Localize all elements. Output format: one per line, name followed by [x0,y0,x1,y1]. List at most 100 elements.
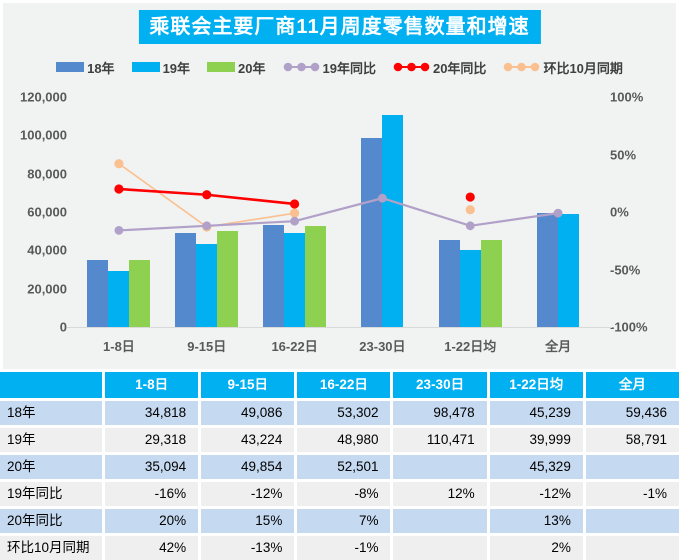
legend-dot [407,62,416,72]
legend-item: 19年 [131,58,191,77]
table-value-cell [393,509,487,533]
table-header-cell: 全月 [585,372,679,398]
bar-20年-1-8日 [129,259,151,327]
table-value-cell: 2% [489,536,583,560]
bar-19年-全月 [558,214,580,327]
table-value-cell: 53,302 [297,401,391,425]
y-left-tick-label: 20,000 [27,281,67,297]
table-value-cell: 45,239 [489,401,583,425]
y-axis-right: 100% 50% 0% -50% -100% [610,3,674,369]
page: { "title": "乘联会主要厂商11月周度零售数量和增速", "color… [0,3,679,560]
legend-dot [504,62,513,72]
table-value-cell [393,455,487,479]
x-axis-label: 9-15日 [187,339,227,354]
legend-swatch-1 [56,62,85,72]
chart-title: 乘联会主要厂商11月周度零售数量和增速 [138,10,541,44]
bar-18年-全月 [537,213,559,327]
bar-18年-23-30日 [361,138,383,327]
bar-19年-1-8日 [108,270,130,327]
chart-panel: 乘联会主要厂商11月周度零售数量和增速 18年 19年 20年 19年同比 20年同比 环… [3,3,676,369]
table-value-cell: 49,086 [201,401,295,425]
y-left-tick-label: 100,000 [20,127,67,143]
legend-label: 19年 [162,60,191,76]
legend-swatch-3 [207,62,236,72]
trend-dot-19年同比 [465,221,475,231]
table-value-cell: 52,501 [297,455,391,479]
table-value-cell: 43,224 [201,428,295,452]
y-axis-left: 120,000 100,000 80,000 60,000 40,000 20,000 0 [3,3,67,369]
y-right-tick-label: 0% [610,204,629,220]
table-value-cell: -16% [105,482,199,506]
trend-dot-20年同比 [289,199,300,209]
legend-item: 19年同比 [283,58,376,77]
table-value-cell: -13% [201,536,295,560]
bar-18年-1-8日 [87,260,109,327]
table-value-cell: 20% [105,509,199,533]
trend-dot-19年同比 [202,221,212,231]
x-axis-label: 1-22日均 [444,339,497,354]
table-header-cell: 16-22日 [297,372,391,398]
table-row-label: 19年 [0,428,102,452]
legend-dot [393,62,403,72]
y-right-tick-label: 100% [610,89,644,105]
table-row-label: 20年 [0,455,102,479]
bar-19年-23-30日 [382,115,404,327]
y-right-tick-label: -100% [610,319,648,335]
x-axis-label: 全月 [545,339,572,354]
bar-18年-1-22日均 [438,240,460,327]
y-right-tick-label: 50% [610,147,637,162]
table-value-cell: 98,478 [393,401,487,425]
trend-line-19年同比 [118,197,559,232]
table-value-cell: -8% [297,482,391,506]
legend-label: 20年同比 [432,60,487,76]
table-value-cell: 35,094 [105,455,199,479]
table-header-cell: 1-22日均 [489,372,583,398]
trend-dot-19年同比 [290,216,299,226]
legend-item: 环比10月同期 [503,58,623,77]
trend-line-环比10月同期 [118,163,295,228]
legend-dot [517,62,527,72]
legend-swatch-2 [131,62,160,72]
table-value-cell: 110,471 [393,428,487,452]
table-value-cell: 34,818 [105,401,199,425]
trend-dot-19年同比 [114,226,124,235]
summary-table: 1-8日 9-15日 16-22日 23-30日 1-22日均 全月 18年 34,818 49… [0,372,679,560]
table-value-cell: 13% [489,509,583,533]
bar-19年-1-22日均 [459,250,481,327]
legend-label: 19年同比 [322,60,376,76]
bar-20年-9-15日 [217,231,239,327]
legend-dot [310,62,319,72]
table-value-cell [585,509,679,533]
y-left-tick-label: 60,000 [27,204,67,220]
table-value-cell: 7% [297,509,391,533]
legend-item: 20年 [207,58,266,77]
x-axis-label: 23-30日 [359,339,406,354]
legend-line-marker [504,62,540,72]
legend-line-marker [393,62,430,72]
table-value-cell: 58,791 [585,428,679,452]
legend-dot [420,62,430,72]
legend-dot [296,62,306,72]
trend-dot-20年同比 [465,192,475,202]
bar-20年-16-22日 [305,226,327,327]
trend-dot-20年同比 [202,190,212,200]
trend-dot-环比10月同期 [289,208,300,218]
bar-18年-16-22日 [263,224,285,327]
bar-18年-9-15日 [175,232,197,327]
x-axis-label: 16-22日 [271,339,318,354]
table-row-label: 19年同比 [0,482,102,506]
table-value-cell: 49,854 [201,455,295,479]
x-axis-label: 1-8日 [103,339,135,354]
trend-line-20年同比 [118,187,295,206]
table-value-cell [585,455,679,479]
y-left-tick-label: 0 [59,319,67,335]
table-header-corner [0,372,102,398]
table-value-cell: 48,980 [297,428,391,452]
table-value-cell: 39,999 [489,428,583,452]
table-header-cell: 1-8日 [105,372,199,398]
table-header-cell: 9-15日 [201,372,295,398]
legend-dot [531,62,540,72]
table-value-cell: -1% [297,536,391,560]
y-right-tick-label: -50% [610,262,641,277]
bar-19年-9-15日 [196,244,218,327]
